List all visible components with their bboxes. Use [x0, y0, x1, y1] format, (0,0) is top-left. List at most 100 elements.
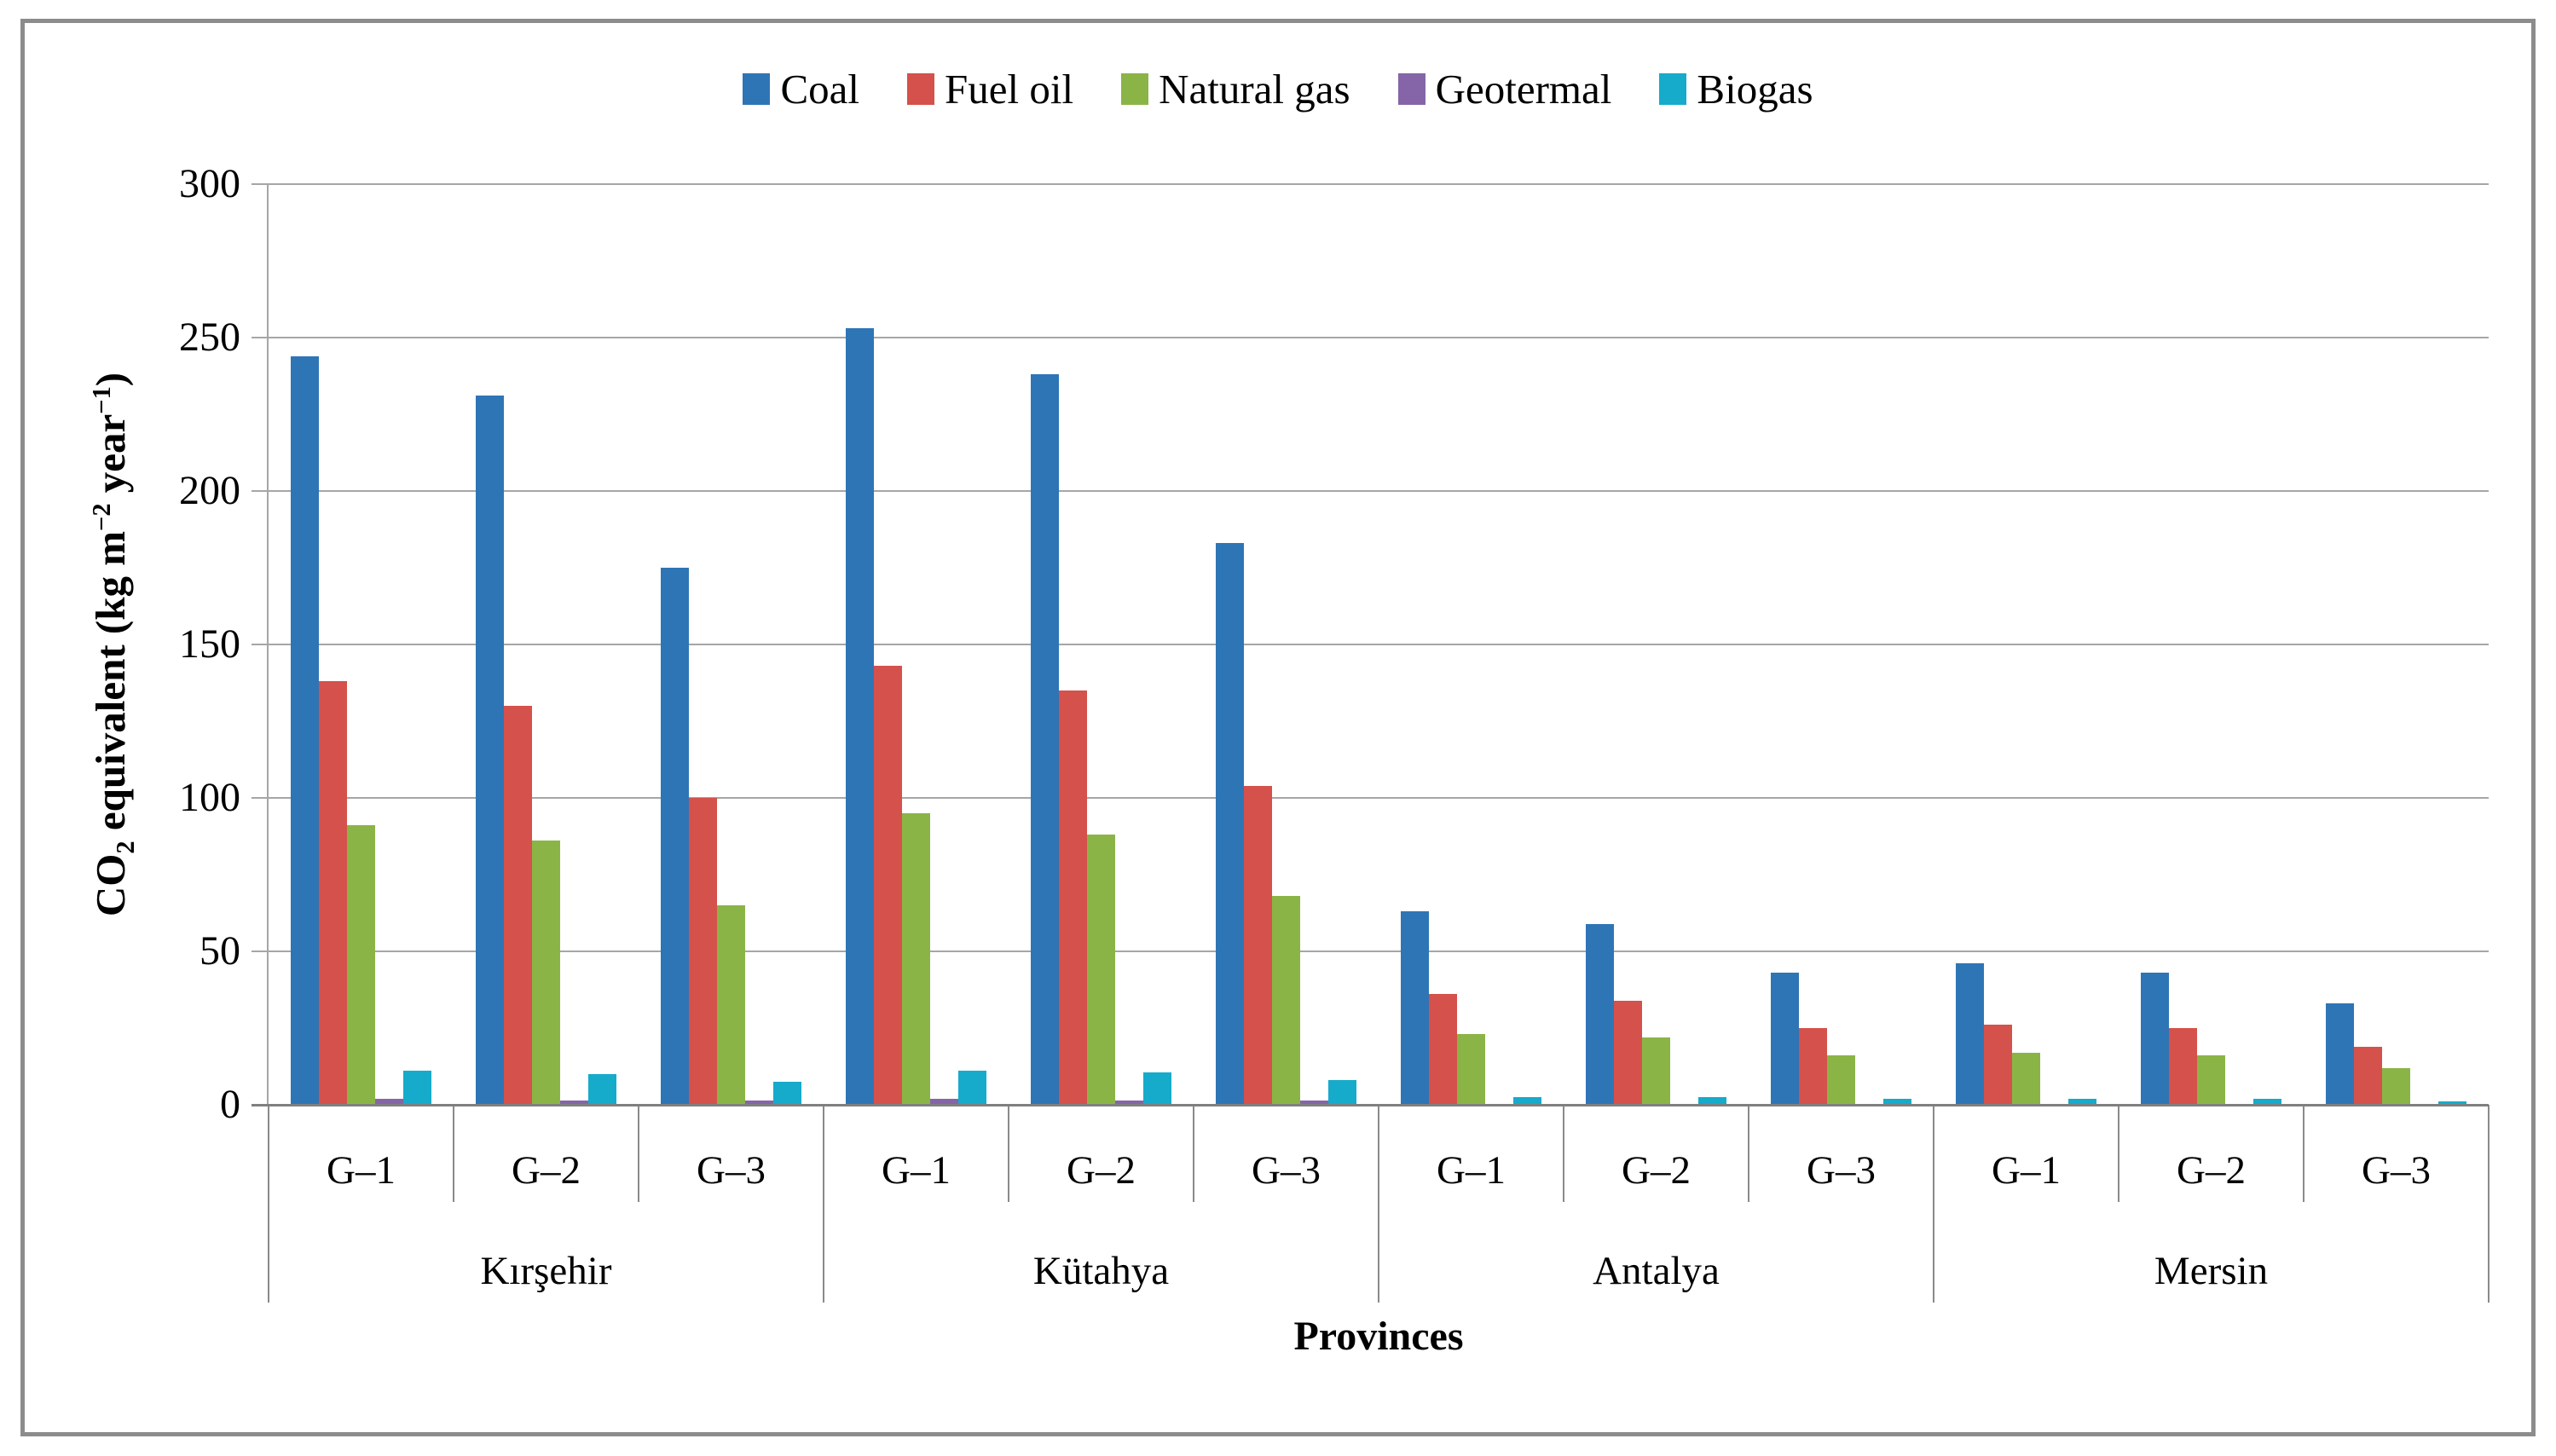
bar-fuel-oil-12	[2354, 1046, 2382, 1105]
province-label: Antalya	[1593, 1249, 1720, 1293]
legend-item: Geotermal	[1397, 68, 1611, 110]
province-separator	[823, 1105, 824, 1303]
y-axis-title-part: )	[87, 372, 135, 387]
legend-swatch-fuel-oil	[907, 72, 935, 105]
bar-fuel-oil-5	[1059, 690, 1087, 1105]
bar-natural-gas-7	[1457, 1034, 1485, 1105]
y-tick-label: 50	[200, 928, 240, 974]
group-label: G–3	[697, 1148, 766, 1193]
bar-biogas-12	[2438, 1101, 2466, 1105]
y-tick-mark	[252, 490, 269, 492]
bar-natural-gas-3	[717, 905, 745, 1105]
group-separator	[638, 1105, 639, 1202]
y-tick-mark	[252, 1104, 269, 1106]
group-separator	[2303, 1105, 2304, 1202]
y-axis-title: CO2 equivalent (kg m−2 year−1)	[86, 373, 141, 916]
bar-coal-11	[2141, 973, 2169, 1105]
group-separator	[1563, 1105, 1564, 1202]
y-tick-label: 250	[179, 315, 240, 360]
bar-biogas-8	[1698, 1097, 1726, 1105]
y-axis-title-part: 2	[110, 841, 140, 854]
figure-frame: Coal Fuel oil Natural gas Geotermal Biogas C…	[20, 19, 2536, 1436]
bar-coal-10	[1956, 963, 1984, 1105]
bar-coal-7	[1401, 911, 1429, 1105]
gridline	[269, 950, 2489, 952]
bar-coal-5	[1031, 374, 1059, 1105]
bar-coal-2	[476, 396, 504, 1105]
bar-fuel-oil-1	[319, 681, 347, 1105]
gridline	[269, 337, 2489, 338]
bar-natural-gas-4	[902, 813, 930, 1105]
bar-biogas-1	[403, 1071, 431, 1105]
y-tick-mark	[252, 950, 269, 952]
bar-geotermal-6	[1300, 1100, 1328, 1105]
legend-label: Biogas	[1697, 65, 1813, 113]
legend-item: Fuel oil	[907, 68, 1073, 110]
y-axis-line	[267, 184, 269, 1105]
bar-natural-gas-2	[532, 841, 560, 1105]
y-tick-mark	[252, 183, 269, 185]
bar-coal-12	[2326, 1003, 2354, 1105]
legend-swatch-coal	[743, 72, 771, 105]
province-label: Kırşehir	[480, 1249, 612, 1293]
y-axis-title-part: CO	[87, 853, 135, 917]
bar-natural-gas-11	[2197, 1055, 2225, 1105]
bar-natural-gas-8	[1642, 1037, 1670, 1105]
bar-fuel-oil-7	[1429, 994, 1457, 1105]
y-tick-mark	[252, 644, 269, 645]
legend-item: Natural gas	[1121, 68, 1350, 110]
group-label: G–1	[882, 1148, 951, 1193]
province-label: Mersin	[2154, 1249, 2269, 1293]
legend-label: Coal	[780, 65, 860, 113]
bar-coal-3	[661, 568, 689, 1105]
bar-biogas-3	[773, 1082, 801, 1105]
group-separator	[1748, 1105, 1749, 1202]
legend-swatch-natural-gas	[1121, 72, 1149, 105]
group-label: G–1	[1992, 1148, 2061, 1193]
x-axis-title: Provinces	[1293, 1314, 1464, 1359]
legend-swatch-geotermal	[1397, 72, 1425, 105]
bar-fuel-oil-4	[874, 666, 902, 1105]
bar-natural-gas-1	[347, 825, 375, 1105]
bar-coal-8	[1586, 923, 1614, 1105]
y-tick-label: 200	[179, 468, 240, 513]
bar-natural-gas-5	[1087, 835, 1115, 1105]
group-label: G–3	[2362, 1148, 2431, 1193]
bar-coal-6	[1216, 543, 1244, 1105]
group-separator	[453, 1105, 454, 1202]
group-label: G–2	[2177, 1148, 2246, 1193]
legend-label: Fuel oil	[945, 65, 1074, 113]
gridline	[269, 797, 2489, 799]
bar-geotermal-1	[375, 1098, 403, 1105]
bar-fuel-oil-11	[2169, 1028, 2197, 1105]
province-label: Kütahya	[1032, 1249, 1170, 1293]
bar-fuel-oil-10	[1984, 1025, 2012, 1105]
y-tick-label: 100	[179, 775, 240, 820]
bar-coal-1	[291, 355, 319, 1105]
bar-biogas-6	[1328, 1080, 1356, 1105]
legend-swatch-biogas	[1659, 72, 1687, 105]
y-tick-mark	[252, 337, 269, 338]
bar-coal-9	[1771, 973, 1799, 1105]
bar-geotermal-3	[745, 1100, 773, 1105]
province-separator	[1378, 1105, 1379, 1303]
group-label: G–1	[327, 1148, 396, 1193]
gridline	[269, 183, 2489, 185]
province-separator	[1933, 1105, 1934, 1303]
group-label: G–2	[1067, 1148, 1136, 1193]
province-separator	[268, 1105, 269, 1303]
bar-natural-gas-6	[1272, 896, 1300, 1105]
group-label: G–2	[1622, 1148, 1691, 1193]
bar-fuel-oil-8	[1614, 1000, 1642, 1105]
group-label: G–3	[1807, 1148, 1876, 1193]
bar-biogas-11	[2253, 1098, 2281, 1105]
legend: Coal Fuel oil Natural gas Geotermal Biogas	[0, 65, 2556, 113]
bar-geotermal-5	[1115, 1100, 1143, 1105]
group-separator	[2118, 1105, 2119, 1202]
y-tick-label: 300	[179, 161, 240, 206]
group-label: G–2	[512, 1148, 581, 1193]
y-axis-title-part: equivalent (kg m	[87, 530, 135, 841]
gridline	[269, 644, 2489, 645]
bar-biogas-4	[958, 1071, 986, 1105]
bar-geotermal-4	[930, 1098, 958, 1105]
